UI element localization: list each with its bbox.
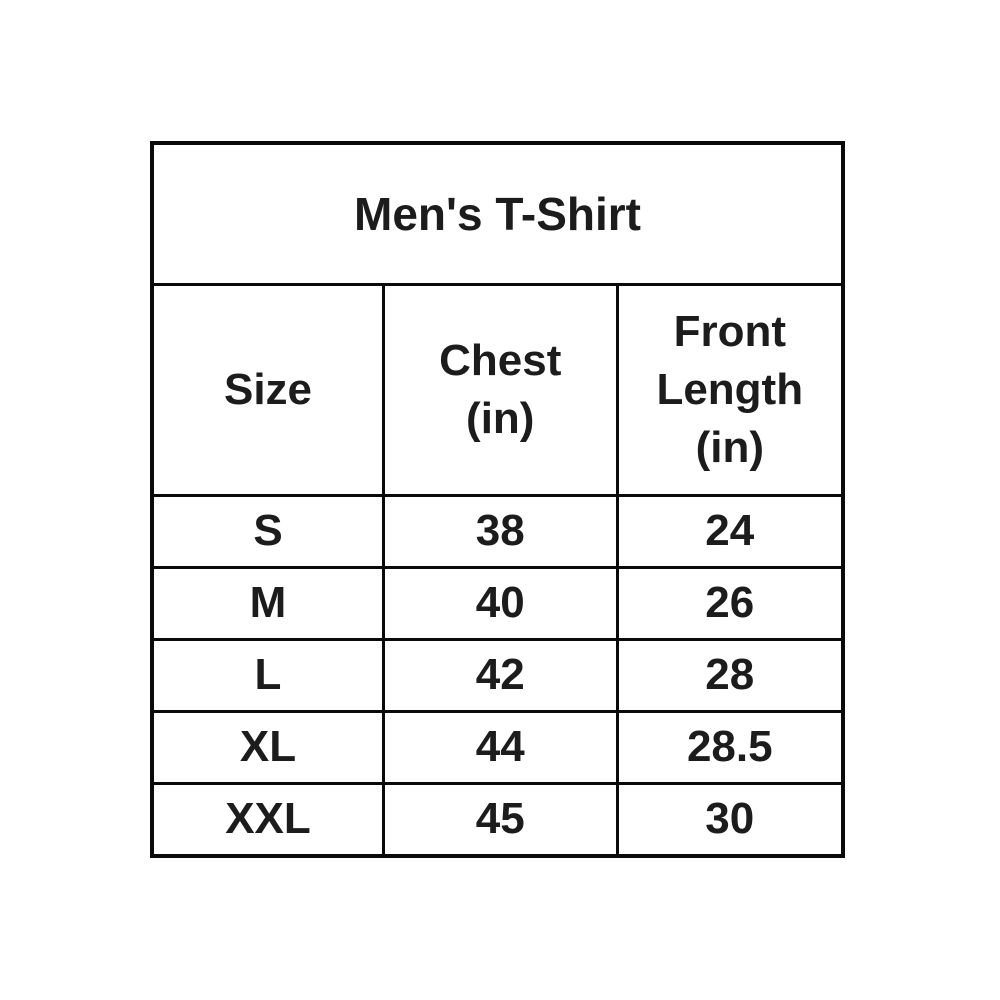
table-row-l: L 42 28 xyxy=(150,637,845,713)
cell-front-length: 28 xyxy=(615,637,845,713)
table-row-m: M 40 26 xyxy=(150,565,845,641)
column-header-front-length: Front Length (in) xyxy=(615,283,845,497)
table-row-xl: XL 44 28.5 xyxy=(150,709,845,785)
column-header-size: Size xyxy=(150,283,385,497)
table-row-xxl: XXL 45 30 xyxy=(150,781,845,858)
cell-front-length: 28.5 xyxy=(615,709,845,785)
cell-size: L xyxy=(150,637,385,713)
cell-size: S xyxy=(150,494,385,569)
chart-title: Men's T-Shirt xyxy=(150,141,845,286)
cell-chest: 38 xyxy=(381,494,619,569)
size-chart-table: Men's T-Shirt Size Chest (in) Front Leng… xyxy=(150,141,845,858)
cell-chest: 45 xyxy=(381,781,619,858)
size-chart: Men's T-Shirt Size Chest (in) Front Leng… xyxy=(150,141,845,858)
cell-chest: 42 xyxy=(381,637,619,713)
header-row: Size Chest (in) Front Length (in) xyxy=(150,283,845,497)
cell-chest: 40 xyxy=(381,565,619,641)
cell-front-length: 24 xyxy=(615,494,845,569)
column-header-chest: Chest (in) xyxy=(381,283,619,497)
title-row: Men's T-Shirt xyxy=(150,141,845,286)
cell-front-length: 30 xyxy=(615,781,845,858)
cell-size: XL xyxy=(150,709,385,785)
cell-front-length: 26 xyxy=(615,565,845,641)
cell-size: XXL xyxy=(150,781,385,858)
cell-chest: 44 xyxy=(381,709,619,785)
cell-size: M xyxy=(150,565,385,641)
table-row-s: S 38 24 xyxy=(150,494,845,569)
